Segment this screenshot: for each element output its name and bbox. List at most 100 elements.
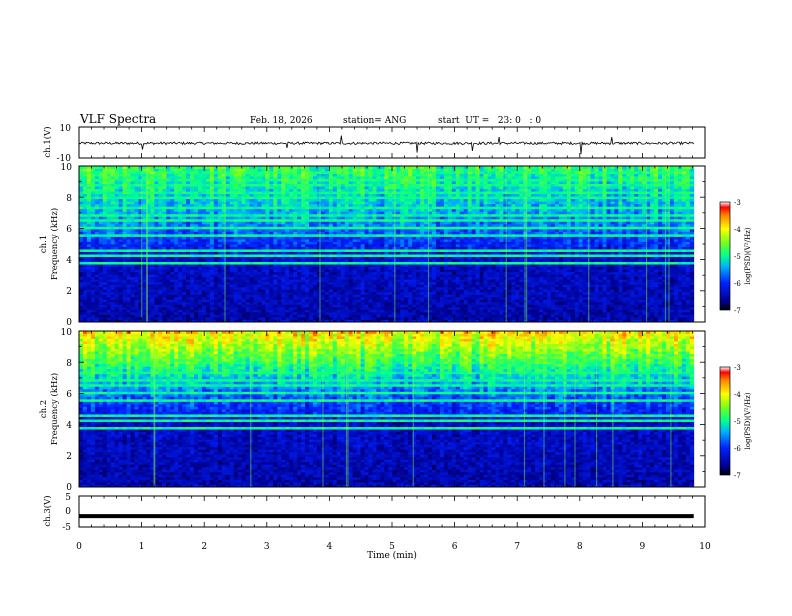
spectrogram-cell [606, 286, 611, 290]
spectrogram-cell [554, 244, 560, 247]
spectrogram-cell [459, 304, 465, 308]
spectrogram-cell [558, 279, 564, 283]
spectrogram-cell [606, 301, 611, 305]
spectrogram-cell [257, 261, 262, 265]
spectrogram-cell [455, 294, 461, 298]
spectrogram-cell [447, 271, 453, 275]
spectrogram-cell [416, 289, 421, 293]
spectrogram-cell [213, 314, 219, 318]
spectrogram-cell [356, 254, 361, 257]
spectrogram-cell [689, 276, 695, 280]
spectrogram-cell [372, 301, 377, 305]
spectrogram-cell [217, 316, 223, 320]
spectrogram-cell [285, 276, 290, 280]
spectrogram-cell [515, 249, 520, 252]
spectrogram-cell [630, 314, 635, 318]
spectrogram-cell [665, 314, 671, 318]
spectrogram-cell [213, 271, 219, 275]
spectrogram-cell [586, 279, 592, 283]
spectrogram-cell [241, 294, 246, 298]
spectrogram-cell [146, 244, 151, 247]
spectrogram-cell [424, 319, 429, 323]
spectrogram-cell [515, 256, 520, 260]
spectrogram-cell [475, 244, 480, 247]
spectrogram-cell [562, 269, 568, 273]
spectrogram-cell [554, 301, 560, 305]
spectrogram-cell [170, 244, 175, 247]
spectrogram-cell [126, 316, 131, 320]
spectrogram-cell [269, 279, 274, 283]
spectrogram-cell [463, 251, 469, 255]
spectrogram-cell [428, 274, 433, 278]
spectrogram-cell [356, 249, 361, 252]
spectrogram-cell [582, 269, 588, 273]
spectrogram-cell [602, 279, 607, 283]
spectrogram-cell [594, 249, 599, 252]
spectrogram-cell [368, 276, 373, 280]
spectrogram-cell [646, 291, 651, 295]
spectrogram-cell [630, 266, 635, 270]
spectrogram-cell [213, 319, 219, 323]
spectrogram-cell [106, 249, 112, 252]
spectrogram-cell [471, 256, 477, 260]
spectrogram-cell [439, 286, 445, 290]
spectrogram-cell [130, 266, 135, 270]
spectrogram-cell [689, 241, 695, 245]
spectrogram-cell [166, 279, 171, 283]
spectrogram-cell [634, 279, 639, 283]
spectrogram-cell [685, 261, 691, 265]
spectrogram-cell [376, 244, 381, 247]
spectrogram-cell [253, 314, 258, 318]
spectrogram-cell [527, 266, 532, 270]
spectrogram-cell [614, 279, 619, 283]
spectrogram-cell [340, 311, 346, 315]
spectrogram-cell [122, 286, 127, 290]
spectrogram-cell [265, 244, 270, 247]
spectrogram-cell [665, 244, 671, 247]
spectrogram-cell [154, 319, 159, 323]
spectrogram-cell [471, 316, 477, 320]
spectrogram-cell [459, 281, 465, 285]
spectrogram-cell [138, 274, 143, 278]
spectrogram-cell [253, 279, 258, 283]
spectrogram-cell [328, 261, 334, 265]
spectrogram-cell [205, 246, 211, 250]
spectrogram-cell [495, 306, 500, 310]
spectrogram-cell [388, 259, 393, 263]
spectrogram-cell [150, 246, 155, 250]
spectrogram-cell [566, 249, 572, 252]
spectrogram-cell [578, 299, 584, 303]
spectrogram-cell [79, 246, 84, 250]
spectrogram-cell [174, 271, 179, 275]
spectrogram-cell [138, 314, 143, 318]
spectrogram-cell [479, 246, 484, 250]
spectrogram-cell [634, 291, 639, 295]
spectrogram-cell [356, 276, 361, 280]
spectrogram-cell [606, 269, 611, 273]
spectrogram-cell [673, 306, 679, 310]
spectrogram-cell [610, 319, 615, 323]
spectrogram-cell [558, 291, 564, 295]
spectrogram-cell [400, 294, 405, 298]
spectrogram-cell [190, 294, 195, 298]
spectrogram-cell [459, 289, 465, 293]
spectrogram-cell [201, 241, 207, 245]
spectrogram-cell [602, 289, 607, 293]
spectrogram-cell [431, 291, 437, 295]
spectrogram-cell [546, 266, 552, 270]
spectrogram-cell [673, 281, 679, 285]
spectrogram-cell [404, 276, 409, 280]
spectrogram-cell [150, 279, 155, 283]
spectrogram-cell [312, 279, 318, 283]
spectrogram-cell [618, 291, 623, 295]
spectrogram-cell [546, 269, 552, 273]
spectrogram-cell [384, 284, 389, 288]
spectrogram-cell [340, 304, 346, 308]
spectrogram-cell [130, 319, 135, 323]
spectrogram-cell [122, 259, 127, 263]
spectrogram-cell [261, 274, 266, 278]
spectrogram-cell [626, 289, 631, 293]
spectrogram-cell [209, 256, 215, 260]
spectrogram-cell [309, 284, 314, 288]
spectrogram-cell [328, 271, 334, 275]
